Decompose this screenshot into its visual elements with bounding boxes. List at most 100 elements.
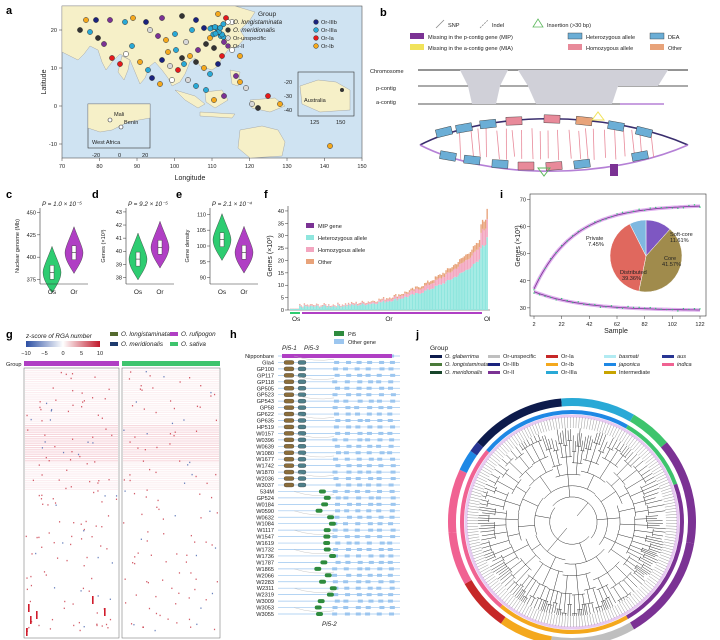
j-tip-label	[558, 417, 560, 429]
j-tip-label	[535, 423, 540, 435]
j-branch-arc	[547, 603, 553, 606]
j-tree	[448, 398, 696, 640]
g-heatmap-row-right	[123, 473, 219, 475]
j-branch-arc	[555, 474, 581, 478]
j-branch-arc	[634, 564, 638, 569]
j-branch-arc	[529, 469, 554, 487]
g-heatmap-cell	[36, 536, 38, 539]
g-heatmap-row-left	[25, 464, 118, 466]
f-bar-segment	[338, 305, 341, 310]
j-branch-radial	[481, 533, 495, 537]
africa-inset-title: West Africa	[92, 140, 121, 146]
j-branch-radial	[642, 548, 657, 554]
i-sample-point	[638, 208, 640, 210]
h-other-gene	[332, 535, 338, 539]
f-bar-segment	[384, 300, 386, 303]
map-sample-point	[95, 35, 101, 41]
g-heatmap-cell	[195, 554, 198, 557]
g-heatmap-row-left	[25, 383, 118, 385]
j-branch-radial	[478, 527, 495, 530]
i-sample-point	[538, 294, 541, 296]
g-heatmap-cell	[73, 521, 75, 524]
g-group-bar-sativa	[122, 361, 220, 366]
h-row-label: W0639	[256, 444, 274, 450]
map-sample-point	[163, 37, 169, 43]
g-heatmap-row-right	[123, 475, 219, 477]
g-heatmap-cell	[200, 607, 202, 609]
j-branch-radial	[633, 535, 647, 539]
g-heatmap-row-right	[123, 451, 219, 453]
g-heatmap-cell	[111, 434, 113, 437]
h-other-gene	[335, 386, 341, 390]
map-x-tick-label: 80	[96, 164, 102, 170]
g-heatmap-cell	[101, 625, 103, 627]
f-bar-segment	[419, 289, 421, 294]
h-rows: NipponbareGla4GP100GP117GP118GP505GP523G…	[245, 354, 400, 618]
f-bar-segment	[459, 273, 461, 310]
f-bar-segment	[296, 308, 298, 310]
align-block-1	[460, 70, 508, 86]
j-tip-label	[504, 441, 512, 451]
h-other-gene	[388, 522, 394, 526]
j-branch-arc	[494, 508, 497, 516]
h-other-gene	[355, 451, 361, 455]
f-bar-segment	[353, 305, 356, 310]
h-other-gene	[377, 425, 383, 429]
j-tip-label	[655, 564, 666, 570]
g-heatmap-cell	[94, 376, 96, 378]
h-other-gene	[390, 528, 396, 532]
g-heatmap-cell	[48, 460, 50, 462]
h-synteny-link	[293, 355, 335, 361]
f-bar-segment	[404, 293, 406, 297]
f-bar-segment	[303, 304, 306, 306]
h-other-gene	[365, 606, 371, 610]
f-bar-segment	[366, 302, 368, 304]
g-heatmap-row-left	[25, 458, 118, 460]
i-sample-point	[566, 240, 568, 242]
gene-block-top	[479, 118, 497, 130]
j-branch-radial	[649, 548, 661, 554]
f-bar-segment	[433, 283, 435, 289]
h-other-gene	[335, 560, 341, 564]
j-legend-swatch	[604, 363, 616, 366]
i-x-tick-label: 82	[642, 322, 648, 328]
h-other-gene	[343, 606, 349, 610]
j-tip-label	[481, 469, 491, 475]
j-tip-label	[561, 615, 563, 627]
g-heatmap-cell	[216, 512, 218, 514]
f-bar-segment	[433, 288, 435, 310]
j-branch-radial	[642, 566, 652, 573]
h-legend-pi5-swatch	[334, 331, 344, 336]
violin-tick-label: 42	[116, 223, 122, 229]
j-branch-radial	[490, 559, 504, 568]
h-pi5-gene	[297, 366, 307, 372]
f-legend-hom: Homozygous allele	[318, 248, 365, 254]
h-other-gene	[365, 419, 371, 422]
f-bar-segment	[350, 301, 353, 303]
australia-xtick-1: 125	[310, 120, 319, 126]
f-bar-segment	[457, 275, 459, 310]
g-legend-swatch	[170, 342, 178, 346]
h-other-gene	[387, 541, 393, 545]
f-bar-segment	[344, 303, 347, 305]
j-tip-label	[543, 420, 547, 432]
j-branch-radial	[604, 448, 611, 459]
g-heatmap-cell	[194, 588, 196, 591]
g-heatmap-cell	[133, 492, 136, 495]
j-branch-radial	[504, 577, 515, 587]
f-bar-segment	[416, 292, 418, 310]
h-pi5-gene	[315, 612, 323, 616]
f-bar-segment	[420, 286, 423, 289]
j-branch-arc	[624, 592, 632, 598]
j-branch-arc	[485, 491, 488, 499]
f-bar-segment	[465, 260, 467, 271]
h-row-label: W0157	[256, 431, 274, 437]
j-branch-radial	[482, 549, 492, 553]
j-branch-radial	[541, 435, 548, 451]
i-x-tick-label: 42	[586, 322, 592, 328]
h-other-gene	[343, 451, 349, 455]
f-bar-segment	[454, 276, 456, 310]
h-pi5-gene	[297, 463, 307, 468]
